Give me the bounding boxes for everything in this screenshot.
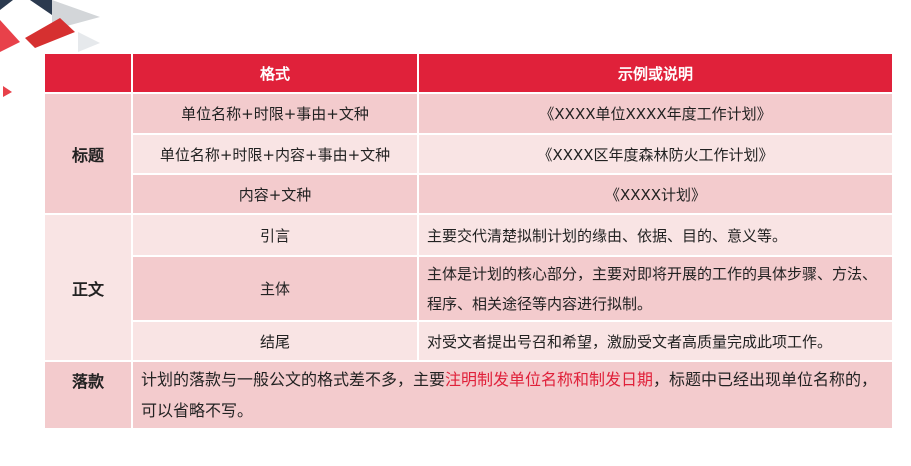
table-row: 正文 引言 主要交代清楚拟制计划的缘由、依据、目的、意义等。 [43, 213, 894, 362]
signature-text: 计划的落款与一般公文的格式差不多，主要注明制发单位名称和制发日期，标题中已经出现… [131, 360, 894, 430]
example-cell: 主要交代清楚拟制计划的缘由、依据、目的、意义等。 [417, 213, 894, 257]
format-cell: 内容+文种 [131, 173, 419, 215]
example-cell: 《XXXX计划》 [417, 173, 894, 215]
example-cell: 《XXXX单位XXXX年度工作计划》 [417, 92, 894, 135]
example-cell: 对受文者提出号召和希望，激励受文者高质量完成此项工作。 [417, 320, 894, 362]
header-format: 格式 [131, 52, 419, 94]
table-row: 主体 主体是计划的核心部分，主要对即将开展的工作的具体步骤、方法、程序、相关途径… [44, 255, 894, 322]
table-row: 单位名称+时限+内容+事由+文种 《XXXX区年度森林防火工作计划》 [44, 133, 894, 175]
text: 计划的落款与一般公文的格式差不多，主要 [141, 370, 446, 389]
format-cell: 单位名称+时限+内容+事由+文种 [131, 133, 419, 175]
example-cell: 主体是计划的核心部分，主要对即将开展的工作的具体步骤、方法、程序、相关途径等内容… [417, 255, 894, 322]
header-empty [43, 52, 133, 94]
example-cell: 《XXXX区年度森林防火工作计划》 [417, 133, 894, 175]
table-row: 结尾 对受文者提出号召和希望，激励受文者高质量完成此项工作。 [44, 320, 894, 362]
plan-format-table: 格式 示例或说明 标题 单位名称+时限+事由+文种 《XXXX单位XXXX年度工… [43, 52, 894, 430]
format-cell: 单位名称+时限+事由+文种 [131, 92, 419, 135]
table-row: 内容+文种 《XXXX计划》 [44, 173, 894, 215]
signature-label: 落款 [43, 360, 133, 430]
table-row: 标题 单位名称+时限+事由+文种 《XXXX单位XXXX年度工作计划》 [43, 92, 894, 215]
table-row: 落款 计划的落款与一般公文的格式差不多，主要注明制发单位名称和制发日期，标题中已… [43, 360, 894, 430]
highlight-text: 注明制发单位名称和制发日期 [445, 370, 654, 389]
text: ，标题中已经出现单位名称的，可以省略不写。 [141, 370, 878, 420]
format-cell: 引言 [131, 213, 419, 257]
body-label: 正文 [43, 213, 133, 362]
header-example: 示例或说明 [417, 52, 894, 94]
format-cell: 结尾 [131, 320, 419, 362]
format-cell: 主体 [131, 255, 419, 322]
decorative-triangles [0, 0, 100, 97]
title-label: 标题 [43, 92, 133, 215]
table-header: 格式 示例或说明 [43, 52, 894, 94]
